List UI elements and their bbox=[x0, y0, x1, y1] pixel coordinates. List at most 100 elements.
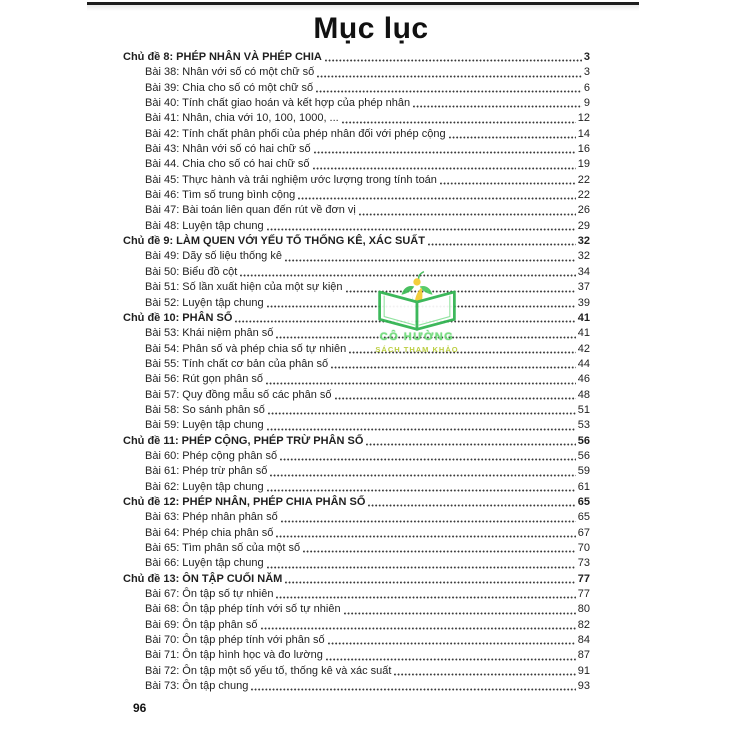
toc-entry-page-number: 14 bbox=[577, 127, 590, 140]
dotted-leader bbox=[345, 289, 576, 293]
toc-lesson-row: Bài 53: Khái niệm phân số 41 bbox=[123, 326, 590, 341]
toc-chapter-row: Chủ đề 13: ÔN TẬP CUỐI NĂM 77 bbox=[123, 572, 590, 587]
page-top-edge-shadow bbox=[87, 5, 639, 11]
toc-entry-label: Bài 41: Nhân, chia với 10, 100, 1000, ..… bbox=[145, 112, 339, 125]
toc-entry-page-number: 42 bbox=[577, 342, 590, 355]
dotted-leader bbox=[298, 197, 576, 201]
toc-entry-page-number: 32 bbox=[577, 250, 590, 263]
footer-page-number: 96 bbox=[133, 701, 147, 715]
toc-entry-page-number: 65 bbox=[577, 511, 590, 524]
dotted-leader bbox=[349, 350, 576, 354]
toc-entry-label: Bài 67: Ôn tập số tự nhiên bbox=[145, 588, 274, 601]
toc-lesson-row: Bài 39: Chia cho số có một chữ số 6 bbox=[123, 81, 590, 96]
toc-entry-label: Bài 72: Ôn tập một số yếu tố, thống kê v… bbox=[145, 664, 392, 677]
toc-lesson-row: Bài 48: Luyện tập chung 29 bbox=[123, 219, 590, 234]
dotted-leader bbox=[317, 74, 582, 78]
toc-lesson-row: Bài 72: Ôn tập một số yếu tố, thống kê v… bbox=[123, 664, 590, 679]
toc-entry-page-number: 26 bbox=[577, 204, 590, 217]
toc-lesson-row: Bài 52: Luyện tập chung 39 bbox=[123, 296, 590, 311]
toc-entry-page-number: 51 bbox=[577, 403, 590, 416]
toc-lesson-row: Bài 59: Luyện tập chung 53 bbox=[123, 418, 590, 433]
dotted-leader bbox=[280, 458, 576, 462]
toc-lesson-row: Bài 41: Nhân, chia với 10, 100, 1000, ..… bbox=[123, 111, 590, 126]
dotted-leader bbox=[266, 304, 576, 308]
toc-entry-label: Bài 69: Ôn tập phân số bbox=[145, 618, 258, 631]
toc-entry-label: Bài 38: Nhân với số có một chữ số bbox=[145, 66, 315, 79]
dotted-leader bbox=[366, 442, 576, 446]
toc-entry-label: Chủ đề 10: PHÂN SỐ bbox=[123, 311, 233, 324]
toc-entry-page-number: 59 bbox=[577, 465, 590, 478]
toc-entry-label: Bài 52: Luyện tập chung bbox=[145, 296, 264, 309]
toc-chapter-row: Chủ đề 11: PHÉP CỘNG, PHÉP TRỪ PHÂN SỐ 56 bbox=[123, 434, 590, 449]
toc-entry-label: Bài 56: Rút gọn phân số bbox=[145, 373, 264, 386]
dotted-leader bbox=[327, 642, 576, 646]
toc-entry-label: Bài 54: Phân số và phép chia số tự nhiên bbox=[145, 342, 347, 355]
dotted-leader bbox=[334, 396, 576, 400]
toc-entry-page-number: 67 bbox=[577, 526, 590, 539]
toc-entry-page-number: 56 bbox=[577, 449, 590, 462]
toc-lesson-row: Bài 68: Ôn tập phép tính với số tự nhiên… bbox=[123, 602, 590, 617]
toc-entry-label: Bài 53: Khái niệm phân số bbox=[145, 327, 274, 340]
toc-entry-page-number: 80 bbox=[577, 603, 590, 616]
toc-lesson-row: Bài 70: Ôn tập phép tính với phân số 84 bbox=[123, 633, 590, 648]
toc-entry-page-number: 46 bbox=[577, 373, 590, 386]
page-top-edge-line bbox=[87, 2, 639, 5]
toc-entry-page-number: 73 bbox=[577, 557, 590, 570]
toc-lesson-row: Bài 73: Ôn tập chung 93 bbox=[123, 679, 590, 694]
toc-lesson-row: Bài 51: Số lần xuất hiện của một sự kiện… bbox=[123, 280, 590, 295]
toc-entry-page-number: 3 bbox=[583, 66, 590, 79]
toc-entry-page-number: 16 bbox=[577, 143, 590, 156]
dotted-leader bbox=[331, 366, 576, 370]
toc-lesson-row: Bài 64: Phép chia phân số 67 bbox=[123, 526, 590, 541]
dotted-leader bbox=[413, 105, 582, 109]
toc-lesson-row: Bài 54: Phân số và phép chia số tự nhiên… bbox=[123, 342, 590, 357]
toc-entry-label: Bài 61: Phép trừ phân số bbox=[145, 465, 268, 478]
toc-lesson-row: Bài 66: Luyện tập chung 73 bbox=[123, 556, 590, 571]
toc-lesson-row: Bài 55: Tính chất cơ bản của phân số 44 bbox=[123, 357, 590, 372]
toc-entry-label: Chủ đề 11: PHÉP CỘNG, PHÉP TRỪ PHÂN SỐ bbox=[123, 434, 364, 447]
toc-list: Chủ đề 8: PHÉP NHÂN VÀ PHÉP CHIA 3 Bài 38:… bbox=[123, 50, 590, 694]
toc-entry-page-number: 44 bbox=[577, 357, 590, 370]
toc-entry-label: Bài 39: Chia cho số có một chữ số bbox=[145, 81, 314, 94]
toc-chapter-row: Chủ đề 8: PHÉP NHÂN VÀ PHÉP CHIA 3 bbox=[123, 50, 590, 65]
toc-entry-label: Bài 46: Tìm số trung bình cộng bbox=[145, 189, 296, 202]
toc-entry-label: Chủ đề 8: PHÉP NHÂN VÀ PHÉP CHIA bbox=[123, 51, 322, 63]
toc-lesson-row: Bài 65: Tìm phân số của một số 70 bbox=[123, 541, 590, 556]
dotted-leader bbox=[251, 688, 576, 692]
toc-chapter-row: Chủ đề 12: PHÉP NHÂN, PHÉP CHIA PHÂN SỐ 6… bbox=[123, 495, 590, 510]
toc-entry-page-number: 53 bbox=[577, 419, 590, 432]
toc-entry-page-number: 12 bbox=[577, 112, 590, 125]
toc-entry-label: Bài 40: Tính chất giao hoán và kết hợp c… bbox=[145, 97, 411, 110]
toc-entry-label: Bài 49: Dãy số liệu thống kê bbox=[145, 250, 282, 263]
toc-entry-page-number: 91 bbox=[577, 664, 590, 677]
toc-lesson-row: Bài 63: Phép nhân phân số 65 bbox=[123, 510, 590, 525]
dotted-leader bbox=[266, 427, 576, 431]
toc-entry-page-number: 22 bbox=[577, 173, 590, 186]
toc-entry-page-number: 61 bbox=[577, 480, 590, 493]
toc-lesson-row: Bài 42: Tính chất phân phối của phép nhâ… bbox=[123, 127, 590, 142]
toc-entry-label: Bài 66: Luyện tập chung bbox=[145, 557, 264, 570]
toc-lesson-row: Bài 67: Ôn tập số tự nhiên 77 bbox=[123, 587, 590, 602]
dotted-leader bbox=[358, 212, 576, 216]
toc-entry-label: Bài 50: Biểu đồ cột bbox=[145, 265, 238, 278]
toc-lesson-row: Bài 69: Ôn tập phân số 82 bbox=[123, 618, 590, 633]
toc-lesson-row: Bài 38: Nhân với số có một chữ số 3 bbox=[123, 65, 590, 80]
toc-lesson-row: Bài 49: Dãy số liệu thống kê 32 bbox=[123, 249, 590, 264]
toc-lesson-row: Bài 57: Quy đồng mẫu số các phân số 48 bbox=[123, 388, 590, 403]
dotted-leader bbox=[439, 182, 576, 186]
dotted-leader bbox=[341, 120, 576, 124]
toc-entry-label: Bài 44. Chia cho số có hai chữ số bbox=[145, 158, 310, 171]
dotted-leader bbox=[324, 59, 582, 63]
toc-entry-page-number: 19 bbox=[577, 158, 590, 171]
dotted-leader bbox=[267, 412, 576, 416]
toc-entry-label: Bài 64: Phép chia phân số bbox=[145, 526, 274, 539]
toc-entry-label: Bài 42: Tính chất phân phối của phép nhâ… bbox=[145, 127, 446, 140]
toc-lesson-row: Bài 45: Thực hành và trải nghiệm ước lượ… bbox=[123, 173, 590, 188]
dotted-leader bbox=[266, 565, 576, 569]
toc-entry-page-number: 84 bbox=[577, 634, 590, 647]
toc-entry-page-number: 9 bbox=[583, 97, 590, 110]
toc-entry-label: Chủ đề 13: ÔN TẬP CUỐI NĂM bbox=[123, 572, 283, 585]
toc-chapter-row: Chủ đề 9: LÀM QUEN VỚI YẾU TỐ THỐNG KÊ, … bbox=[123, 234, 590, 249]
dotted-leader bbox=[368, 504, 576, 508]
